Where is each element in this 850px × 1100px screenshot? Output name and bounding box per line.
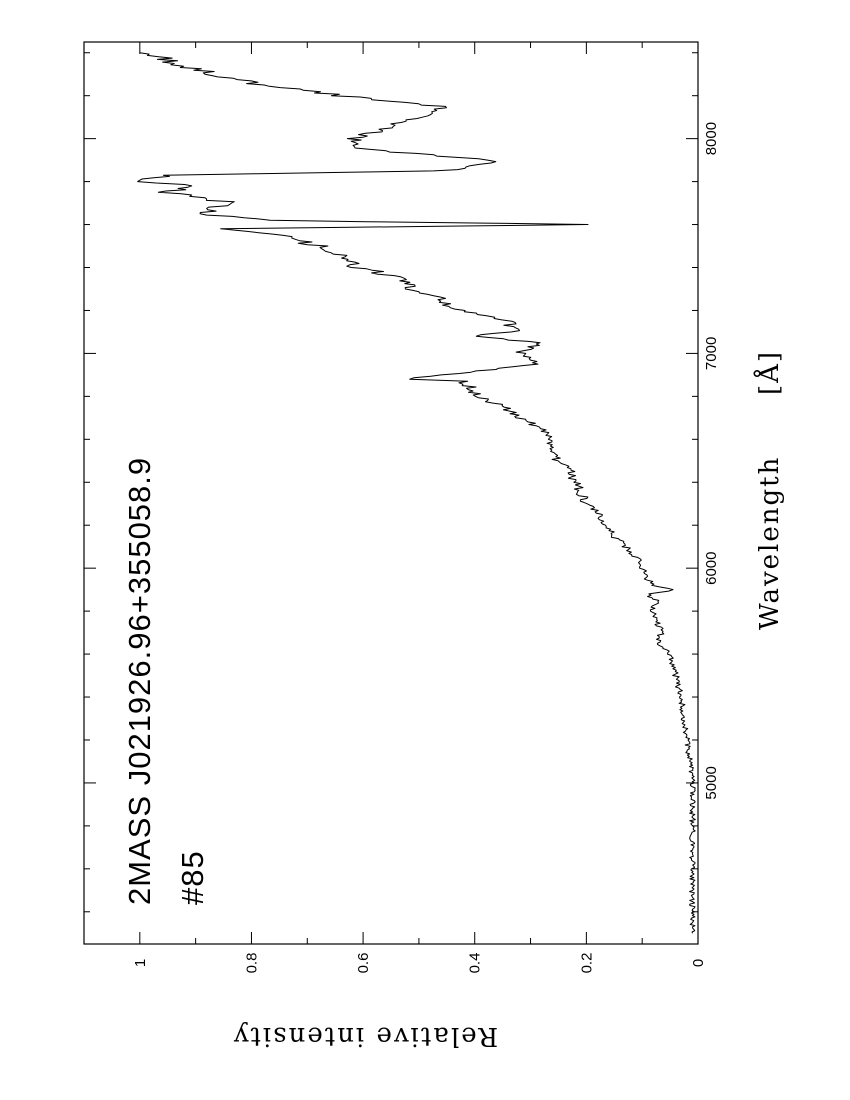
- chart-subtitle: #85: [175, 850, 210, 905]
- plot-frame: [83, 41, 699, 945]
- axis-tick-labels: 5000 6000 7000 8000 0 0.2 0.4 0.6 0.8 1: [132, 122, 720, 974]
- spectrum-series-line: [137, 52, 696, 934]
- y-axis-label: Relative intensity: [232, 1021, 498, 1051]
- chart-title: 2MASS J021926.96+355058.9: [122, 457, 157, 905]
- y-tick-label: 0.8: [244, 953, 261, 974]
- x-axis-label: Wavelength: [755, 456, 785, 630]
- y-tick-label: 0.4: [467, 953, 484, 974]
- axis-ticks: [84, 42, 699, 944]
- x-axis-unit: [Å]: [753, 350, 785, 395]
- x-tick-label: 8000: [703, 122, 720, 155]
- y-tick-label: 0.2: [578, 953, 595, 974]
- x-tick-label: 5000: [703, 766, 720, 799]
- y-tick-label: 1: [132, 959, 149, 967]
- x-tick-label: 7000: [703, 337, 720, 370]
- x-tick-label: 6000: [703, 552, 720, 585]
- y-tick-label: 0: [690, 959, 707, 967]
- y-tick-label: 0.6: [355, 953, 372, 974]
